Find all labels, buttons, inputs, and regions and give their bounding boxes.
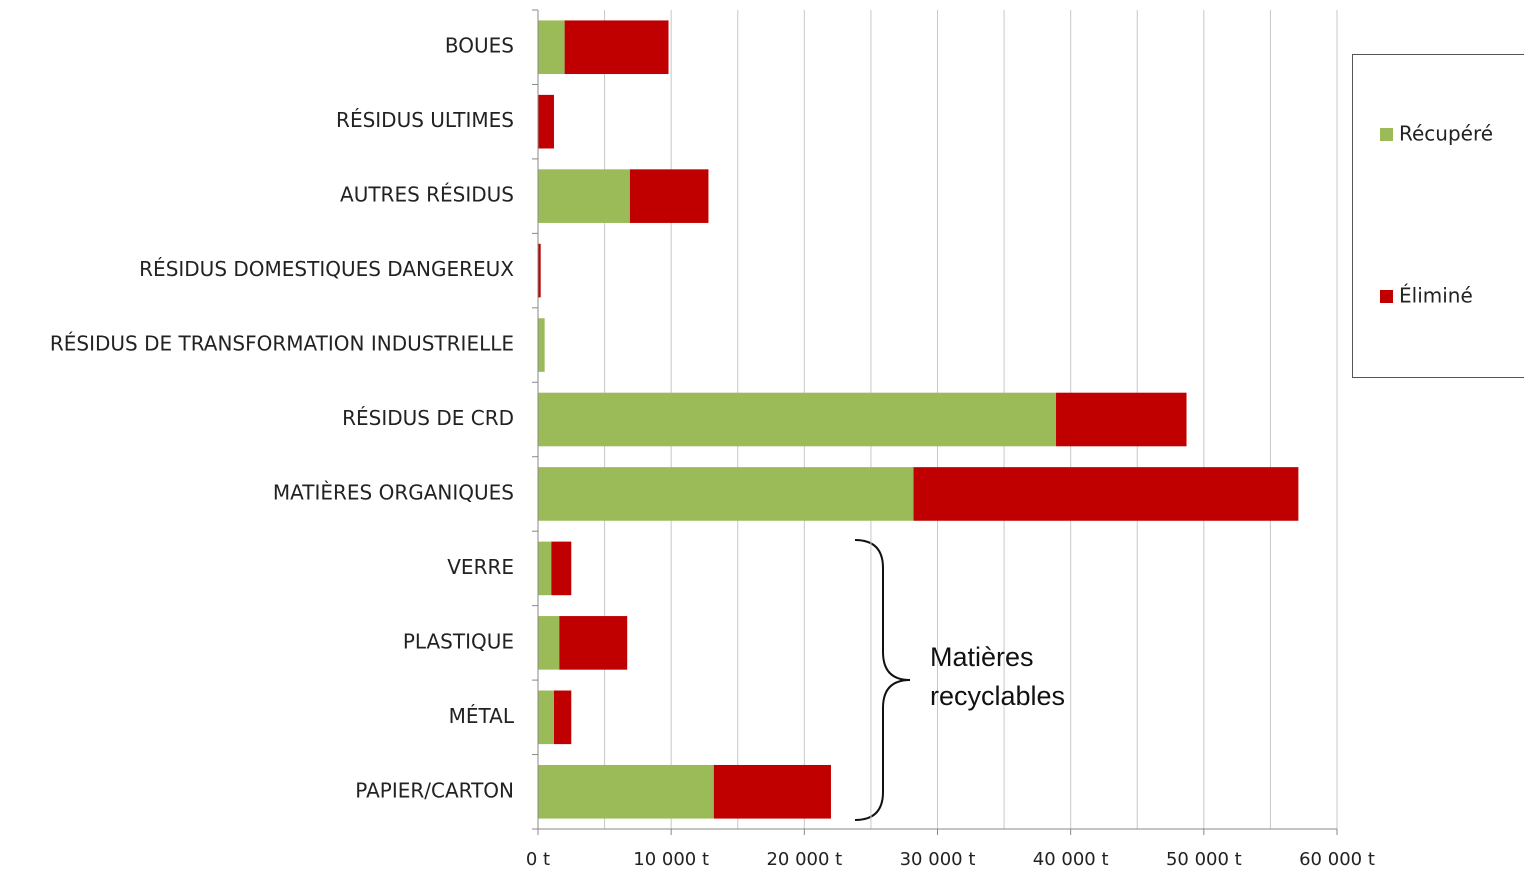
bar-segment <box>538 541 552 596</box>
legend-box <box>1352 54 1524 378</box>
bar-segment <box>538 243 541 298</box>
bar-segment <box>538 94 554 149</box>
x-tick-label: 50 000 t <box>1166 849 1242 870</box>
bar-segment <box>538 20 565 75</box>
bar-segment <box>564 20 669 75</box>
bar-segment <box>629 169 709 223</box>
y-tick-label: PAPIER/CARTON <box>355 778 514 802</box>
bar-segment <box>538 616 560 670</box>
bar-segment <box>551 541 572 596</box>
bar-segment <box>913 467 1299 521</box>
x-tick-label: 0 t <box>526 849 550 870</box>
y-tick-label: MATIÈRES ORGANIQUES <box>273 480 514 504</box>
bar-segment <box>538 318 545 372</box>
y-tick-label: RÉSIDUS DE TRANSFORMATION INDUSTRIELLE <box>50 332 514 356</box>
bar-segment <box>538 392 1057 447</box>
bar-segment <box>538 169 630 223</box>
y-tick-label: PLASTIQUE <box>403 629 514 653</box>
legend-label: Éliminé <box>1399 284 1473 308</box>
y-tick-label: VERRE <box>447 555 514 579</box>
x-tick-label: 40 000 t <box>1033 849 1109 870</box>
legend-label: Récupéré <box>1399 122 1493 146</box>
x-tick-label: 30 000 t <box>900 849 976 870</box>
x-tick-label: 10 000 t <box>633 849 709 870</box>
brace <box>854 539 911 821</box>
x-tick-label: 60 000 t <box>1299 849 1375 870</box>
y-tick-label: RÉSIDUS ULTIMES <box>336 108 514 132</box>
x-tick-label: 20 000 t <box>766 849 842 870</box>
y-tick-label: BOUES <box>445 34 514 58</box>
bar-segment <box>713 764 831 819</box>
y-tick-label: MÉTAL <box>449 704 515 728</box>
y-tick-label: RÉSIDUS DE CRD <box>342 406 514 430</box>
legend-swatch <box>1380 128 1393 141</box>
y-tick-label: RÉSIDUS DOMESTIQUES DANGEREUX <box>139 257 514 281</box>
y-tick-label: AUTRES RÉSIDUS <box>340 183 514 207</box>
bar-segment <box>538 690 554 745</box>
bar-segment <box>559 616 628 670</box>
bar-segment <box>1056 392 1187 447</box>
bar-segment <box>538 764 714 819</box>
legend-swatch <box>1380 290 1393 303</box>
bar-segment <box>553 690 572 745</box>
annotation: Matières recyclables <box>930 642 1066 711</box>
bar-segment <box>538 467 914 521</box>
